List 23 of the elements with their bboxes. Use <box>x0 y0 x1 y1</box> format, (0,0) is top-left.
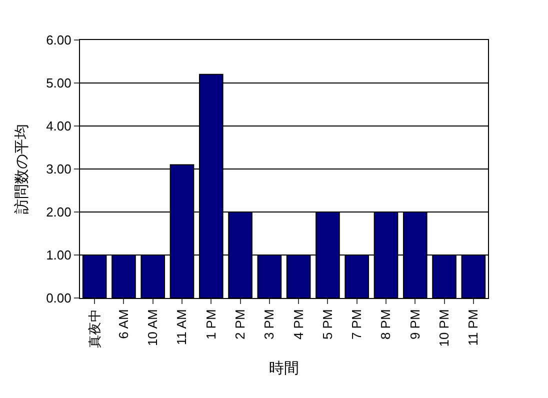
x-tick-label: 1 PM <box>203 309 218 340</box>
x-axis-title: 時間 <box>269 360 299 378</box>
x-tick-label: 10 PM <box>436 309 452 347</box>
y-tick-label: 2.00 <box>46 204 72 220</box>
x-tick-label: 6 AM <box>116 309 131 339</box>
x-tick-label: 2 PM <box>232 309 248 340</box>
x-tick-label: 5 PM <box>320 309 335 340</box>
y-tick-label: 1.00 <box>46 248 72 263</box>
x-tick-label: 11 AM <box>174 309 190 346</box>
x-tick-label: 10 AM <box>145 309 160 346</box>
y-tick-label: 5.00 <box>46 76 72 91</box>
y-tick-label: 6.00 <box>46 32 72 48</box>
x-tick-label: 11 PM <box>466 309 481 346</box>
y-tick-label: 3.00 <box>46 162 72 177</box>
y-tick-label: 4.00 <box>46 118 72 134</box>
x-tick-label: 3 PM <box>262 309 277 340</box>
y-tick-label: 0.00 <box>46 290 72 306</box>
x-tick-label: 4 PM <box>290 309 306 340</box>
y-axis-title: 訪問数の平均 <box>13 124 30 214</box>
x-tick-label: 真夜中 <box>86 309 102 348</box>
x-tick-label: 8 PM <box>378 309 394 340</box>
x-tick-label: 7 PM <box>349 309 364 340</box>
x-tick-label: 9 PM <box>407 309 422 340</box>
